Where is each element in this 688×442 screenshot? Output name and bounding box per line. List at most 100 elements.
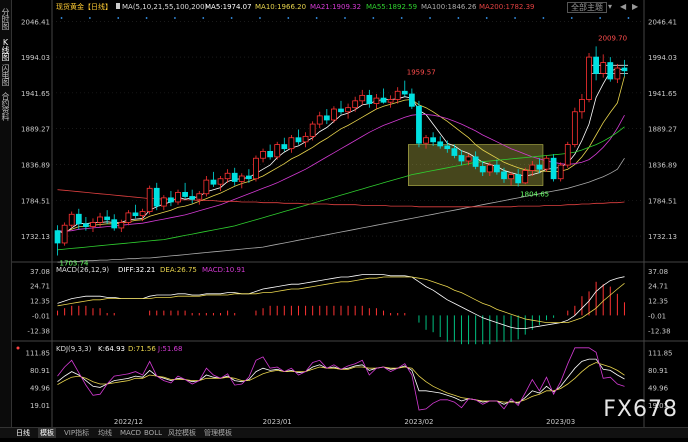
kdj-tick-left: 49.96 [30,384,51,392]
tab-flash[interactable]: 闪电图 [1,64,10,85]
macd-value-2: MACD:10.91 [202,266,245,274]
ma-value-1: MA10:1966.20 [255,3,306,11]
macd-label: MACD(26,12,9) [56,266,109,274]
event-marker [60,17,63,19]
bottom-tab-boll[interactable]: BOLL [144,429,162,437]
tab-timeshare[interactable]: 分时图 [1,8,10,29]
collapse-icon[interactable]: ▾ [608,2,613,11]
theme-dropdown[interactable]: 全部主题 [567,2,607,13]
price-tick-left: 1784.51 [21,197,50,205]
candle-body [593,56,599,74]
kdj-label: KDJ(9,3,3) [56,345,92,353]
candle-body [338,108,344,113]
candle-body [175,191,181,203]
price-tick-right: 1941.65 [648,90,677,98]
bottom-tab-vip[interactable]: VIP指标 [64,429,90,437]
candle-body [104,216,111,221]
candle-body [111,219,118,229]
kdj-tick-left: 80.91 [30,367,50,375]
candle-body [274,144,281,158]
ma-label: MA(5,10,21,55,100,200) [122,3,208,11]
candle-body [316,115,323,125]
candle-body [302,135,309,143]
price-tick-right: 1889.27 [648,126,677,134]
macd-tick-right: 37.08 [648,268,668,276]
candle-body [515,174,522,184]
price-tick-left: 1994.03 [21,54,50,62]
candle-body [295,137,302,143]
header-title: 现货黄金【日线】 [56,2,112,11]
kdj-tick-right: 19.01 [648,402,668,410]
bottom-tab-ma[interactable]: 均线 [98,429,112,437]
candle-body [97,216,103,223]
kdj-value-2: J:51.68 [157,345,182,353]
candle-body [182,191,188,197]
event-marker [202,17,205,19]
price-annotation: 2009.70 [598,34,627,42]
event-marker [400,17,403,19]
macd-tick-right: 12.35 [648,298,668,306]
candle-body [54,230,61,244]
bottom-tab-manage[interactable]: 管理模板 [204,429,232,437]
macd-tick-left: 12.35 [30,298,50,306]
candle-body [451,148,458,156]
event-marker [599,17,602,19]
price-tick-left: 2046.41 [21,18,50,26]
candle-body [203,179,210,195]
kdj-tick-right: 80.91 [648,367,668,375]
price-tick-left: 1836.89 [21,161,50,169]
candle-body [359,94,366,102]
candle-body [486,164,493,173]
candle-body [366,94,373,104]
price-tick-right: 1732.13 [648,233,677,241]
macd-tick-right: 24.71 [648,283,668,291]
event-marker [570,17,573,19]
bottom-tab-period[interactable]: 日线 [16,429,30,437]
macd-tick-left: -12.38 [27,327,50,335]
ma-line-ma55 [57,126,625,251]
event-marker [372,17,375,19]
candle-body [217,178,224,185]
macd-tick-left: -0.01 [32,312,50,320]
candle-body [536,164,543,170]
ma-line-ma21 [57,114,625,232]
ma-value-2: MA21:1909.32 [310,3,361,11]
event-marker [145,17,148,19]
candle-body [444,145,451,150]
candle-body [621,67,628,72]
candle-body [586,56,592,100]
candle-body [153,187,160,207]
candle-body [614,67,621,80]
prev-icon[interactable]: ◀ [620,2,627,11]
price-tick-right: 1784.51 [648,197,677,205]
candle-body [373,97,380,104]
tab-contract-info[interactable]: 合约资料 [1,92,10,120]
candle-body [288,137,295,150]
tab-kline[interactable]: K线图 [1,38,10,60]
kdj-value-1: D:71.56 [128,345,156,353]
bottom-tab-risk[interactable]: 风控模板 [168,429,196,437]
price-tick-right: 1836.89 [648,161,677,169]
candle-body [224,172,231,180]
price-annotation: 1959.57 [407,69,436,77]
bottom-tab-macd[interactable]: MACD [120,429,141,437]
price-tick-right: 2046.41 [648,18,677,26]
candle-body [494,164,500,173]
candle-body [160,197,167,207]
candle-body [423,137,429,144]
next-icon[interactable]: ▶ [632,2,639,11]
candle-body [607,62,614,80]
kdj-tick-right: 49.96 [648,384,669,392]
event-marker [344,17,346,19]
event-marker [174,17,176,19]
candle-body [529,164,536,171]
bottom-tab-template[interactable]: 模板 [38,428,56,438]
candle-body [61,224,68,244]
x-axis-label: 2022/12 [114,418,143,426]
kdj-tick-left: 111.85 [26,349,51,357]
event-marker [259,17,261,19]
candle-body [331,108,337,121]
macd-tick-right: -0.01 [648,312,666,320]
candle-body [465,156,472,162]
